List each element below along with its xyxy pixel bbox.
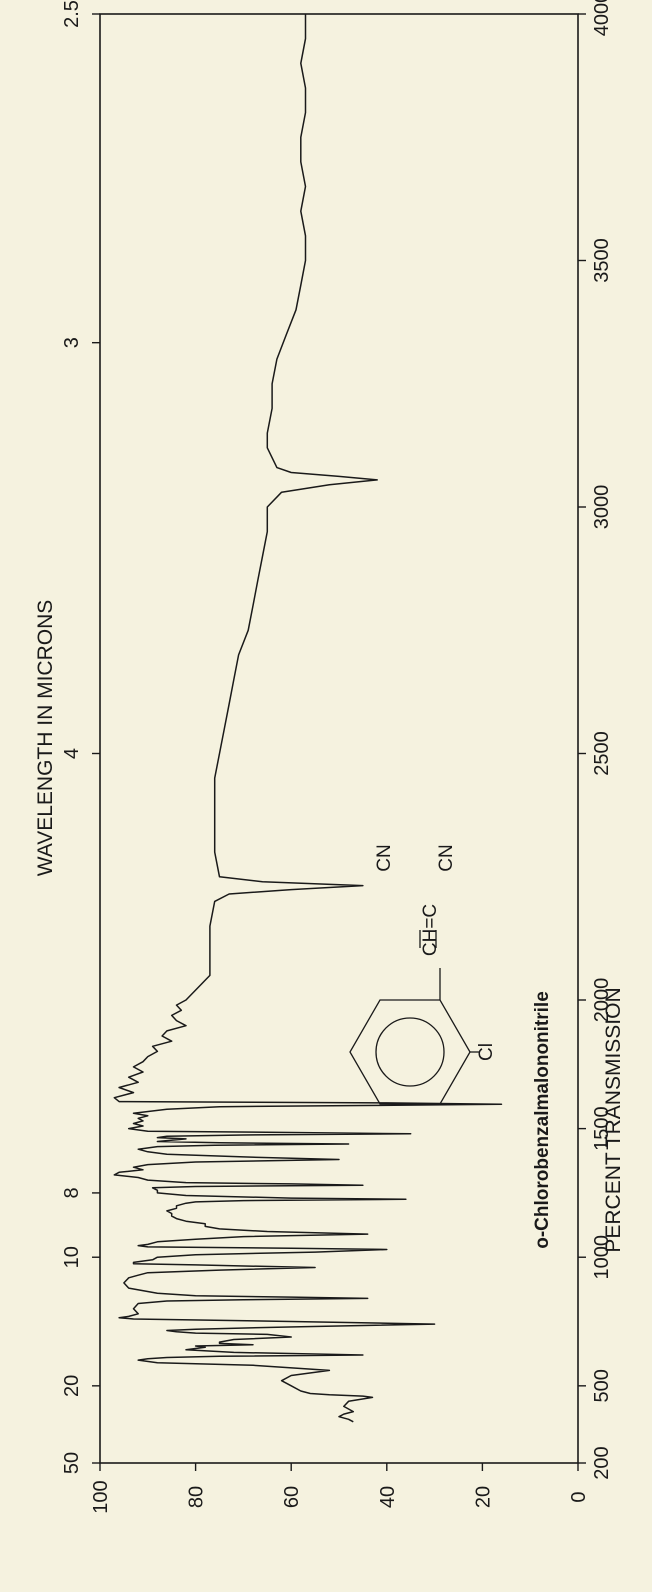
bottom-tick-label-3: 2500 (591, 731, 613, 776)
formula-cn-top: CN (374, 844, 395, 871)
top-axis-ticks: 2.5 3 4 8 10 20 50 (61, 0, 100, 1474)
y-tick-label-1: 20 (472, 1486, 494, 1508)
y-axis-title: PERCENT TRANSMISSION (602, 987, 625, 1252)
top-tick-label-3: 8 (61, 1187, 83, 1198)
plot-frame (99, 13, 579, 1464)
spectrum-trace (113, 14, 503, 1423)
benzene-inner-circle (375, 1017, 445, 1087)
bottom-axis-ticks: 4000 3500 3000 2500 2000 1500 1000 500 200 (578, 0, 613, 1480)
formula-ch-eq-c: CH=C (420, 904, 441, 956)
y-tick-label-2: 40 (377, 1486, 399, 1508)
formula-cl: Cl (476, 1043, 497, 1061)
bottom-tick-label-2: 3000 (591, 485, 613, 530)
top-tick-label-0: 2.5 (61, 0, 83, 28)
top-tick-label-5: 20 (61, 1375, 83, 1397)
y-tick-label-4: 80 (186, 1486, 208, 1508)
bottom-tick-label-1: 3500 (591, 238, 613, 283)
benzene-ring (349, 999, 471, 1105)
top-tick-label-4: 10 (61, 1246, 83, 1268)
bottom-tick-label-0: 4000 (591, 0, 613, 36)
bottom-tick-label-4: 2000 (591, 978, 613, 1023)
bottom-tick-label-7: 500 (591, 1369, 613, 1402)
bottom-tick-label-8: 200 (591, 1446, 613, 1479)
y-axis-ticks: 0 20 40 60 80 100 (90, 1463, 590, 1514)
bottom-tick-label-5: 1500 (591, 1106, 613, 1151)
compound-name: o-Chlorobenzalmalononitrile (532, 991, 553, 1249)
y-tick-label-3: 60 (281, 1486, 303, 1508)
top-tick-label-2: 4 (61, 748, 83, 759)
y-tick-label-0: 0 (568, 1491, 590, 1502)
top-tick-label-1: 3 (61, 337, 83, 348)
y-tick-label-5: 100 (90, 1480, 112, 1513)
top-tick-label-6: 50 (61, 1452, 83, 1474)
bottom-tick-label-6: 1000 (591, 1235, 613, 1280)
formula-cn-bottom: CN (436, 844, 457, 871)
x-axis-title-top: WAVELENGTH IN MICRONS (34, 600, 57, 877)
molecule-structure: CH=C CN CN Cl (349, 844, 497, 1105)
